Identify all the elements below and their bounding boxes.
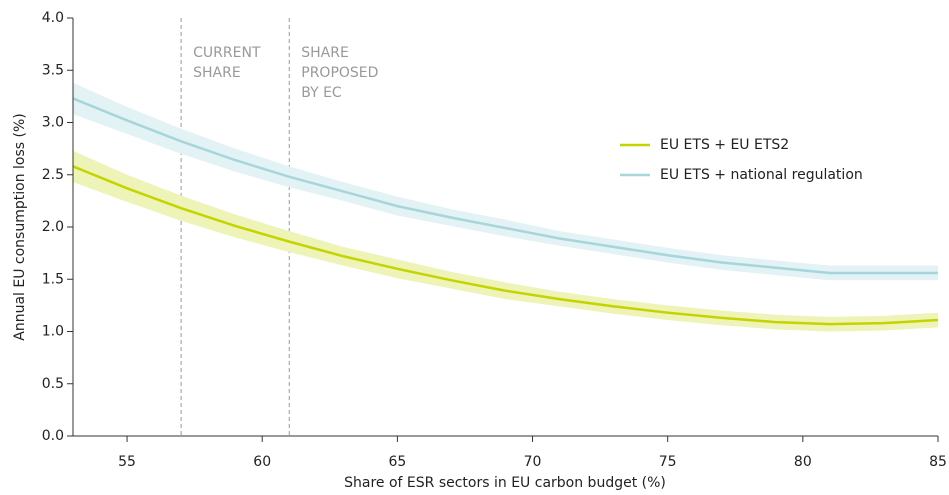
legend-label: EU ETS + national regulation xyxy=(660,167,863,183)
x-tick-label: 80 xyxy=(794,454,812,470)
x-axis-label: Share of ESR sectors in EU carbon budget… xyxy=(344,475,666,491)
x-tick-label: 75 xyxy=(659,454,677,470)
series-line xyxy=(72,97,938,275)
x-tick-label: 70 xyxy=(524,454,542,470)
annotation-text: CURRENT xyxy=(193,45,261,61)
y-tick-label: 1.5 xyxy=(42,271,64,287)
x-tick-label: 55 xyxy=(118,454,136,470)
annotation-text: SHARE xyxy=(301,45,349,61)
x-tick-label: 60 xyxy=(253,454,271,470)
annotation-text: SHARE xyxy=(193,65,241,81)
y-tick-label: 0.0 xyxy=(42,428,64,444)
x-tick-label: 65 xyxy=(388,454,406,470)
x-tick-label: 85 xyxy=(929,454,947,470)
y-tick-label: 2.0 xyxy=(42,219,64,235)
legend-label: EU ETS + EU ETS2 xyxy=(660,137,789,153)
y-tick-label: 2.5 xyxy=(42,167,64,183)
annotation-text: PROPOSED xyxy=(301,65,378,81)
y-tick-label: 3.5 xyxy=(42,62,64,78)
y-tick-label: 1.0 xyxy=(42,324,64,340)
y-tick-label: 4.0 xyxy=(42,10,64,26)
y-tick-label: 3.0 xyxy=(42,115,64,131)
confidence-band xyxy=(73,150,938,332)
y-tick-label: 0.5 xyxy=(42,376,64,392)
y-axis-label: Annual EU consumption loss (%) xyxy=(12,113,28,340)
series-line xyxy=(72,165,939,326)
annotation-text: BY EC xyxy=(301,85,342,101)
